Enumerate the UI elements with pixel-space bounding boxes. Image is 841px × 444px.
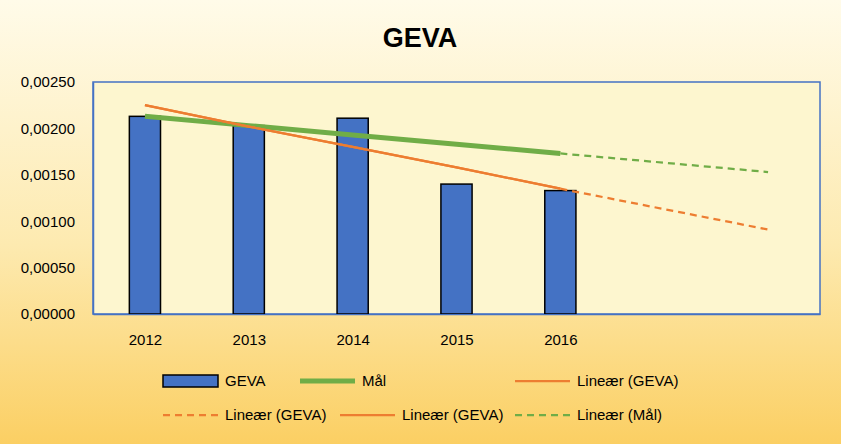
legend-label: GEVA [225, 372, 266, 389]
title: GEVA [383, 23, 458, 53]
x-tick-label: 2016 [544, 331, 577, 348]
x-tick: 2015 [440, 314, 473, 348]
legend-swatch [340, 414, 395, 416]
y-tick-label: 0,00100 [21, 213, 75, 230]
legend-label: Lineær (Mål) [577, 406, 662, 423]
x-tick: 2016 [544, 314, 577, 348]
y-axis-line [93, 83, 95, 315]
x-tick-label: 2013 [233, 331, 266, 348]
bar [441, 184, 472, 314]
chart: GEVA0,000000,000500,001000,001500,002000… [0, 0, 841, 444]
y-tick: 0,00000 [21, 305, 93, 322]
legend-swatch [163, 375, 218, 387]
legend-swatch [300, 379, 355, 384]
line [560, 189, 768, 230]
legend-label: Lineær (GEVA) [402, 406, 503, 423]
line [145, 105, 560, 189]
x-tick: 2013 [233, 314, 266, 348]
x-tick-label: 2014 [336, 331, 369, 348]
legend-item: Mål [300, 372, 386, 389]
legend-label: Lineær (GEVA) [225, 406, 326, 423]
legend-swatch [515, 414, 570, 416]
y-tick-label: 0,00150 [21, 166, 75, 183]
line [145, 105, 560, 189]
x-tick: 2012 [129, 314, 162, 348]
y-tick: 0,00100 [21, 213, 93, 230]
legend-item: Lineær (GEVA) [515, 372, 678, 389]
plot-marks [129, 105, 768, 314]
line [560, 153, 768, 172]
legend-swatch [163, 414, 218, 416]
legend-item: Lineær (Mål) [515, 406, 662, 423]
y-tick-label: 0,00250 [21, 73, 75, 90]
x-tick: 2014 [336, 314, 369, 348]
x-tick-label: 2012 [129, 331, 162, 348]
legend-item: Lineær (GEVA) [340, 406, 503, 423]
y-tick-label: 0,00000 [21, 305, 75, 322]
y-tick: 0,00150 [21, 166, 93, 183]
y-tick: 0,00050 [21, 259, 93, 276]
y-tick: 0,00200 [21, 120, 93, 137]
x-axis: 2012 2013 2014 2015 2016 [94, 314, 821, 348]
bar [129, 116, 160, 314]
bar [233, 126, 264, 314]
legend-swatch [515, 380, 570, 382]
y-axis: 0,00000 0,00050 0,00100 0,00150 0,00200 0,002… [21, 73, 94, 322]
y-tick-label: 0,00050 [21, 259, 75, 276]
legend-label: Lineær (GEVA) [577, 372, 678, 389]
legend-item: Lineær (GEVA) [163, 406, 326, 423]
y-tick: 0,00250 [21, 73, 93, 90]
plot-area [93, 82, 820, 314]
bar [545, 191, 576, 314]
x-tick-label: 2015 [440, 331, 473, 348]
legend: GEVA Mål Lineær (GEVA) Lineær (GEVA) Lineær … [163, 372, 678, 423]
background [0, 0, 841, 444]
legend-item: GEVA [163, 372, 266, 389]
y-tick-label: 0,00200 [21, 120, 75, 137]
legend-label: Mål [362, 372, 386, 389]
